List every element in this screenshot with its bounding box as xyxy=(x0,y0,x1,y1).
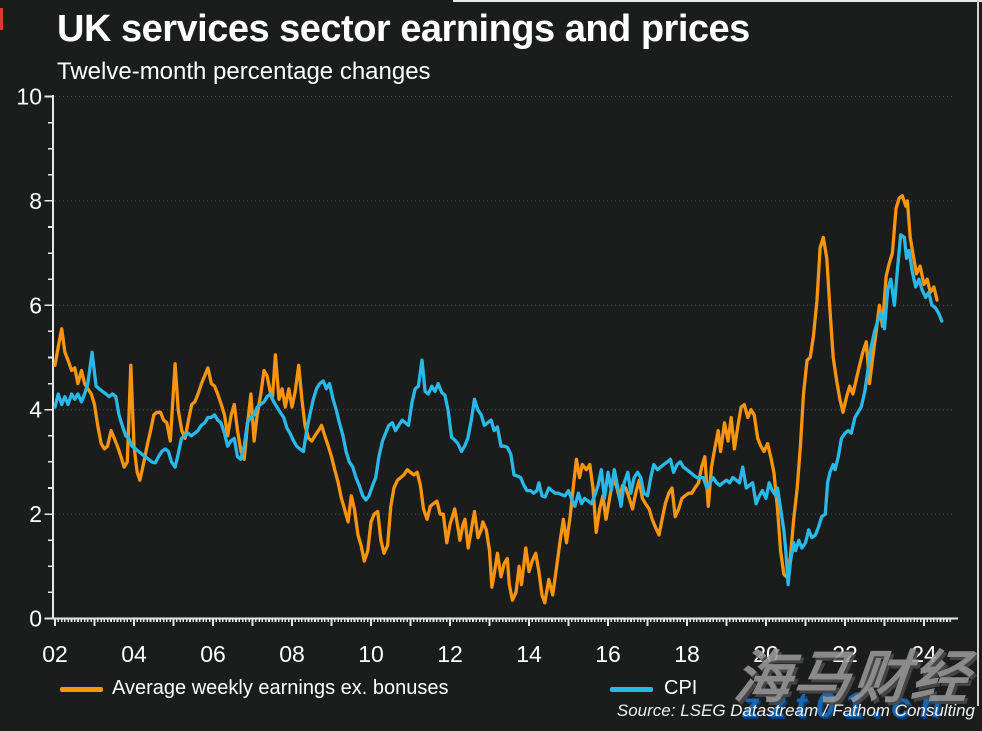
page-title: UK services sector earnings and prices xyxy=(57,8,750,50)
svg-text:08: 08 xyxy=(279,641,305,667)
svg-text:8: 8 xyxy=(29,188,42,214)
svg-text:10: 10 xyxy=(16,84,42,110)
svg-text:2: 2 xyxy=(29,501,42,527)
svg-text:18: 18 xyxy=(674,641,700,667)
svg-text:0: 0 xyxy=(29,606,42,632)
svg-text:02: 02 xyxy=(42,641,68,667)
axes xyxy=(52,95,958,620)
svg-text:6: 6 xyxy=(29,292,42,318)
svg-text:12: 12 xyxy=(437,641,463,667)
svg-text:22: 22 xyxy=(832,641,858,667)
axis-ticks xyxy=(44,95,952,626)
right-window-edge-line xyxy=(977,0,979,706)
svg-text:20: 20 xyxy=(753,641,779,667)
svg-text:4: 4 xyxy=(29,397,42,423)
svg-text:16: 16 xyxy=(595,641,621,667)
source-credit: Source: LSEG Datastream / Fathom Consult… xyxy=(616,701,975,720)
svg-text:06: 06 xyxy=(200,641,226,667)
svg-text:10: 10 xyxy=(358,641,384,667)
left-edge-red-artifact xyxy=(0,8,3,30)
page-subtitle: Twelve-month percentage changes xyxy=(57,58,431,85)
top-window-edge-line xyxy=(453,0,982,2)
svg-text:24: 24 xyxy=(911,641,937,667)
watermark-url-text: zzt01.cn xyxy=(742,686,951,725)
gridlines xyxy=(55,96,955,515)
svg-text:14: 14 xyxy=(516,641,542,667)
cpi-series-line xyxy=(53,233,944,587)
svg-text:04: 04 xyxy=(121,641,147,667)
